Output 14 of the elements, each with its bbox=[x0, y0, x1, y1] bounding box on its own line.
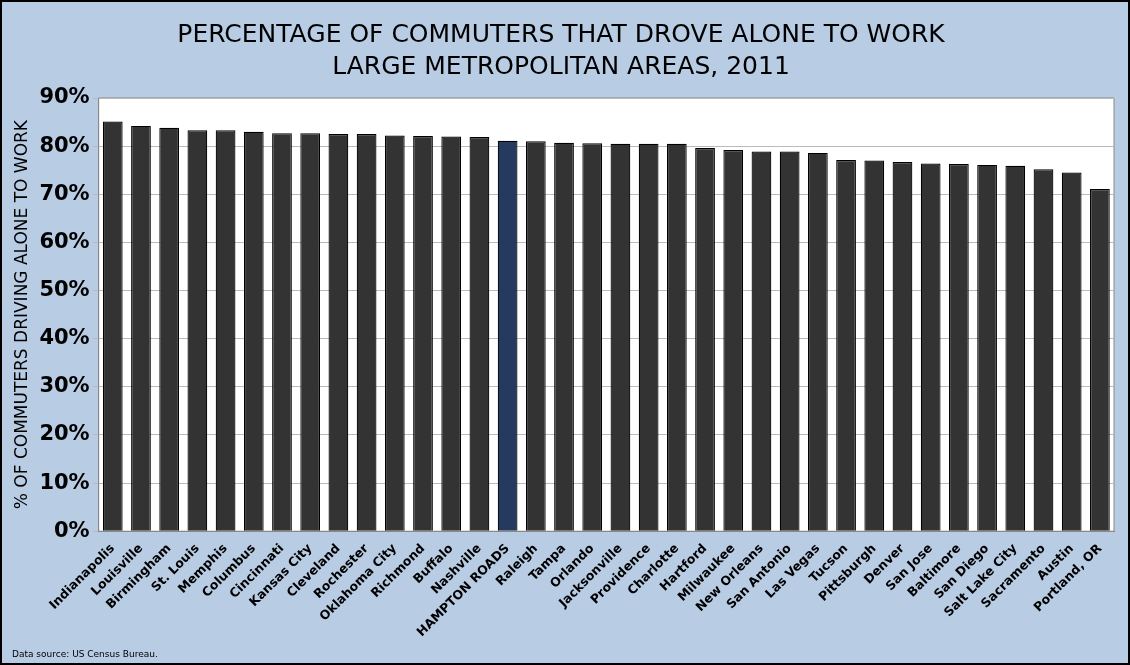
y-tick-label: 50% bbox=[39, 277, 90, 301]
y-tick-label: 90% bbox=[39, 84, 90, 109]
chart-title: PERCENTAGE OF COMMUTERS THAT DROVE ALONE TO WORK bbox=[177, 18, 946, 48]
y-tick-label: 40% bbox=[39, 325, 90, 350]
y-tick-label: 20% bbox=[39, 421, 90, 446]
chart-subtitle: LARGE METROPOLITAN AREAS, 2011 bbox=[332, 50, 790, 80]
y-tick-label: 70% bbox=[39, 180, 90, 205]
y-tick-label: 30% bbox=[39, 373, 90, 398]
y-tick-label: 0% bbox=[54, 517, 90, 542]
y-tick-label: 60% bbox=[39, 228, 90, 253]
y-axis-title: % OF COMMUTERS DRIVING ALONE TO WORK bbox=[10, 119, 31, 510]
y-tick-label: 80% bbox=[39, 132, 90, 157]
y-tick-label: 10% bbox=[39, 469, 90, 494]
source-note: Data source: US Census Bureau. bbox=[12, 649, 158, 659]
